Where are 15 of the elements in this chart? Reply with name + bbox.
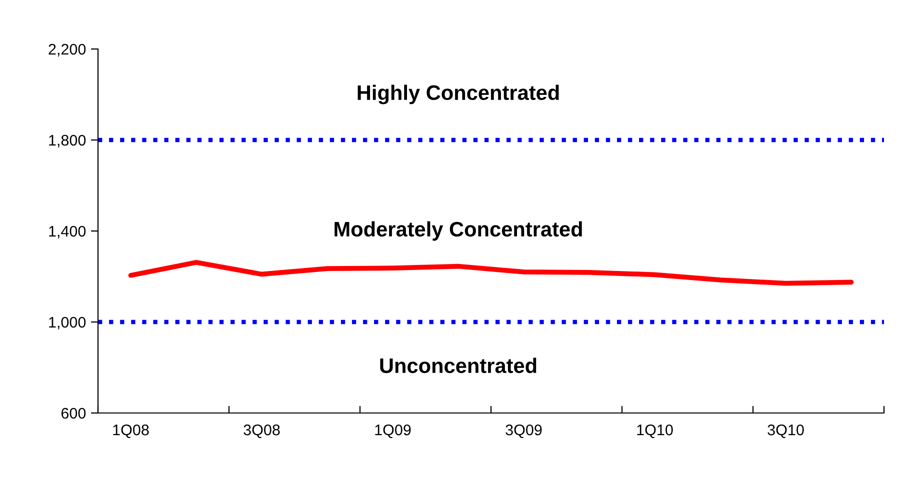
y-tick-label: 1,800 [49,134,86,148]
annotation: Highly Concentrated [358,84,559,104]
annotation: Unconcentrated [380,358,536,374]
x-tick-label: 3Q09 [506,424,542,438]
x-tick-label: 3Q10 [768,424,804,438]
y-tick-label: 1,400 [49,226,86,238]
x-tick-label: 1Q08 [113,424,149,438]
x-tick-label: 3Q08 [244,424,280,438]
annotation: Moderately Concentrated [334,221,582,241]
y-tick-label: 2,200 [48,44,86,56]
x-tick-label: 1Q09 [375,424,411,438]
y-tick-label: 1,000 [49,316,86,330]
x-tick-label: 1Q10 [637,424,673,438]
y-tick-label: 600 [61,408,86,419]
line-series [128,260,854,286]
